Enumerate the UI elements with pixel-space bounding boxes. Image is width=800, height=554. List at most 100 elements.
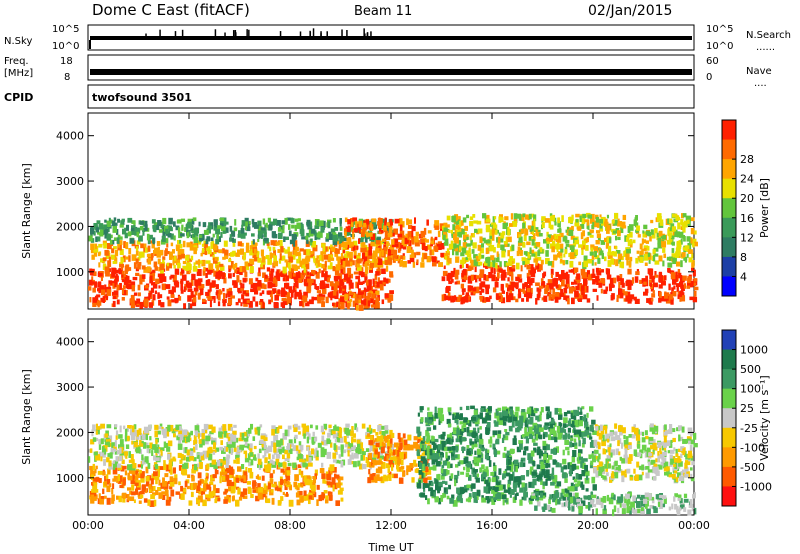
scatter-cell: [608, 283, 614, 288]
scatter-cell: [578, 261, 582, 266]
scatter-cell: [368, 243, 373, 250]
scatter-cell: [461, 247, 467, 254]
scatter-cell: [237, 466, 242, 472]
freq-panel: [87, 54, 695, 81]
scatter-cell: [103, 242, 107, 249]
scatter-cell: [106, 441, 110, 446]
scatter-cell: [294, 434, 298, 439]
scatter-cell: [125, 256, 129, 260]
scatter-cell: [287, 251, 293, 258]
scatter-cell: [450, 240, 454, 246]
scatter-cell: [499, 217, 504, 223]
scatter-cell: [124, 232, 128, 239]
scatter-cell: [517, 246, 521, 254]
scatter-cell: [190, 291, 194, 298]
scatter-cell: [372, 250, 378, 257]
scatter-cell: [187, 282, 192, 289]
scatter-cell: [558, 251, 563, 257]
scatter-cell: [386, 222, 390, 226]
scatter-cell: [661, 234, 667, 240]
scatter-cell: [592, 268, 595, 275]
scatter-cell: [693, 282, 697, 287]
scatter-cell: [466, 405, 470, 411]
scatter-cell: [441, 276, 446, 282]
scatter-cell: [328, 469, 331, 476]
scatter-cell: [298, 431, 301, 435]
scatter-cell: [361, 423, 366, 429]
scatter-cell: [389, 438, 393, 445]
scatter-cell: [502, 416, 508, 422]
scatter-cell: [533, 469, 537, 474]
scatter-cell: [334, 294, 339, 300]
scatter-cell: [466, 253, 472, 258]
scatter-cell: [584, 418, 588, 426]
scatter-cell: [582, 294, 588, 300]
scatter-cell: [113, 460, 118, 468]
scatter-cell: [351, 436, 354, 442]
scatter-cell: [493, 224, 498, 229]
scatter-cell: [223, 446, 227, 452]
scatter-cell: [258, 487, 263, 494]
scatter-cell: [164, 225, 169, 232]
scatter-cell: [583, 495, 587, 499]
scatter-cell: [344, 231, 347, 238]
scatter-cell: [314, 283, 317, 290]
scatter-cell: [391, 239, 395, 245]
scatter-cell: [266, 447, 269, 454]
scatter-cell: [370, 435, 373, 442]
scatter-cell: [331, 477, 336, 484]
scatter-cell: [377, 461, 383, 465]
nave-tick-top: 60: [706, 56, 719, 67]
scatter-cell: [402, 471, 406, 477]
scatter-cell: [134, 229, 138, 236]
scatter-cell: [321, 270, 324, 278]
scatter-cell: [95, 477, 100, 482]
scatter-cell: [350, 443, 353, 450]
beam-label: Beam 11: [354, 4, 412, 19]
scatter-cell: [95, 430, 98, 435]
scatter-cell: [552, 278, 555, 284]
scatter-cell: [257, 458, 262, 465]
scatter-cell: [277, 500, 282, 506]
scatter-cell: [504, 244, 509, 248]
scatter-cell: [583, 283, 588, 289]
scatter-cell: [523, 492, 528, 498]
scatter-cell: [533, 218, 536, 226]
scatter-cell: [408, 236, 411, 240]
scatter-cell: [669, 218, 673, 223]
scatter-cell: [654, 228, 658, 234]
scatter-cell: [368, 424, 372, 431]
scatter-cell: [350, 221, 354, 227]
scatter-cell: [332, 302, 335, 306]
scatter-cell: [365, 259, 370, 264]
scatter-cell: [210, 242, 214, 249]
scatter-cell: [225, 461, 229, 468]
scatter-cell: [363, 222, 367, 228]
scatter-cell: [129, 429, 133, 436]
scatter-cell: [112, 260, 117, 264]
scatter-cell: [208, 453, 213, 461]
scatter-cell: [458, 216, 461, 220]
scatter-cell: [385, 463, 391, 469]
scatter-cell: [265, 254, 270, 260]
scatter-cell: [114, 448, 117, 452]
scatter-cell: [560, 466, 564, 473]
scatter-cell: [550, 268, 554, 276]
scatter-cell: [357, 460, 360, 467]
scatter-cell: [311, 241, 317, 248]
scatter-cell: [90, 227, 95, 235]
scatter-cell: [637, 234, 641, 238]
scatter-cell: [177, 262, 181, 269]
scatter-cell: [114, 280, 117, 288]
scatter-cell: [252, 296, 256, 302]
scatter-cell: [301, 258, 305, 265]
y-tick-label: 1000: [56, 266, 84, 279]
scatter-cell: [153, 261, 158, 268]
scatter-cell: [89, 297, 92, 303]
scatter-cell: [167, 225, 173, 231]
scatter-cell: [351, 446, 356, 451]
scatter-cell: [535, 260, 538, 266]
scatter-cell: [142, 227, 146, 232]
scatter-cell: [513, 213, 518, 220]
scatter-cell: [504, 429, 508, 433]
